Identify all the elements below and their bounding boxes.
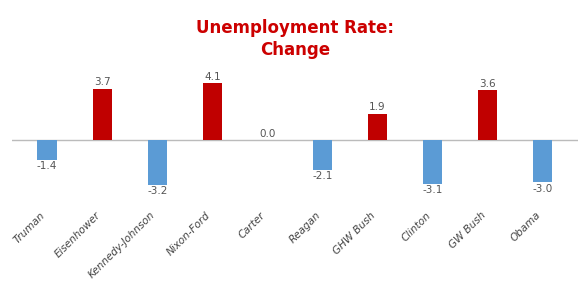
Text: 1.9: 1.9 — [369, 102, 386, 112]
Bar — [423, 140, 442, 183]
Bar — [478, 90, 498, 140]
Title: Unemployment Rate:
Change: Unemployment Rate: Change — [196, 19, 394, 59]
Bar — [533, 140, 552, 182]
Text: -2.1: -2.1 — [312, 171, 333, 181]
Bar — [313, 140, 332, 170]
Text: 3.7: 3.7 — [94, 77, 110, 87]
Text: -3.2: -3.2 — [147, 186, 168, 196]
Text: 3.6: 3.6 — [479, 79, 496, 88]
Bar — [368, 114, 387, 140]
Text: -1.4: -1.4 — [37, 161, 57, 171]
Text: 4.1: 4.1 — [204, 71, 221, 82]
Text: -3.0: -3.0 — [533, 183, 553, 194]
Text: 0.0: 0.0 — [259, 129, 276, 139]
Text: -3.1: -3.1 — [422, 185, 443, 195]
Bar — [92, 88, 112, 140]
Bar — [37, 140, 57, 160]
Bar — [203, 83, 222, 140]
Bar — [148, 140, 167, 185]
